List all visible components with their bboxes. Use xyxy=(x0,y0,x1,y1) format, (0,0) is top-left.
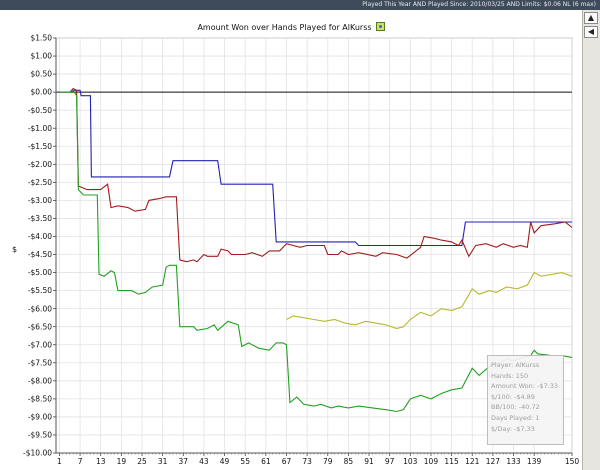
y-tick-label: -$5.00 xyxy=(28,268,52,277)
chart-title: Amount Won over Hands Played for AlKurss xyxy=(0,22,582,32)
series-line-2 xyxy=(59,87,573,263)
filter-bar: Played This Year AND Played Since: 2010/… xyxy=(0,0,600,10)
x-tick-label: 61 xyxy=(261,457,271,466)
x-tick-label: 25 xyxy=(137,457,147,466)
x-tick-label: 19 xyxy=(117,457,127,466)
x-tick-label: 103 xyxy=(403,457,418,466)
y-tick-label: -$6.50 xyxy=(28,322,52,331)
x-tick-label: 13 xyxy=(96,457,106,466)
filter-description: Played This Year AND Played Since: 2010/… xyxy=(362,1,596,8)
series-line-3 xyxy=(59,89,573,413)
stats-panel: Player: AlKurss Hands: 150 Amount Won: -… xyxy=(487,355,564,445)
export-icon[interactable] xyxy=(375,22,385,31)
x-tick-label: 97 xyxy=(385,457,395,466)
y-tick-label: -$10.00 xyxy=(23,449,52,458)
x-tick-label: 150 xyxy=(565,457,580,466)
y-tick-label: -$4.00 xyxy=(28,232,52,241)
arrow-left-icon[interactable]: ◀ xyxy=(584,26,598,38)
y-tick-label: -$8.50 xyxy=(28,394,52,403)
y-tick-label: -$5.50 xyxy=(28,286,52,295)
stat-hands: Hands: 150 xyxy=(491,371,529,380)
y-tick-label: -$8.00 xyxy=(28,376,52,385)
y-tick-label: -$4.50 xyxy=(28,250,52,259)
y-tick-label: -$2.50 xyxy=(28,178,52,187)
stat-per-day: $/Day: -$7.33 xyxy=(491,424,535,433)
y-tick-label: -$1.50 xyxy=(28,142,52,151)
x-tick-label: 85 xyxy=(344,457,354,466)
line-chart: $1.50 $1.00 $0.50 $0.00 -$0.50 -$1.00 -$1.50 -$… xyxy=(12,34,579,466)
arrow-up-icon[interactable]: ▲ xyxy=(584,12,598,24)
y-tick-label: -$7.50 xyxy=(28,358,52,367)
x-tick-label: 67 xyxy=(282,457,292,466)
y-tick-label: -$0.50 xyxy=(28,106,52,115)
series-line-4 xyxy=(286,271,573,330)
x-tick-label: 115 xyxy=(444,457,459,466)
y-tick-label: $0.00 xyxy=(31,88,53,97)
x-tick-label: 79 xyxy=(323,457,333,466)
x-tick-label: 133 xyxy=(506,457,521,466)
y-tick-label: -$2.00 xyxy=(28,160,52,169)
stat-bb-100: BB/100: -40.72 xyxy=(491,403,540,412)
x-tick-label: 73 xyxy=(302,457,312,466)
x-tick-label: 127 xyxy=(486,457,501,466)
x-tick-label: 43 xyxy=(199,457,209,466)
series-lines xyxy=(59,87,573,413)
stat-days-played: Days Played: 1 xyxy=(491,413,540,422)
y-tick-label: -$3.00 xyxy=(28,196,52,205)
y-axis-label: $ xyxy=(12,245,17,254)
x-tick-label: 7 xyxy=(78,457,83,466)
y-tick-label: -$6.00 xyxy=(28,304,52,313)
stat-amount-won: Amount Won: -$7.33 xyxy=(491,382,558,391)
series-line-1 xyxy=(59,89,572,247)
x-tick-label: 37 xyxy=(179,457,189,466)
y-tick-label: -$3.50 xyxy=(28,214,52,223)
x-tick-label: 121 xyxy=(465,457,480,466)
x-tick-label: 109 xyxy=(424,457,439,466)
y-tick-label: -$7.00 xyxy=(28,340,52,349)
y-tick-label: $1.00 xyxy=(31,52,53,61)
chart-title-text: Amount Won over Hands Played for AlKurss xyxy=(197,23,372,32)
x-tick-label: 139 xyxy=(527,457,542,466)
scrollbar[interactable]: ▲ ◀ xyxy=(582,10,600,470)
y-tick-label: -$1.00 xyxy=(28,124,52,133)
y-tick-label: $1.50 xyxy=(31,34,53,43)
axes: $1.50 $1.00 $0.50 $0.00 -$0.50 -$1.00 -$1.50 -$… xyxy=(23,34,579,466)
x-tick-label: 49 xyxy=(220,457,230,466)
y-tick-label: $0.50 xyxy=(31,70,53,79)
x-tick-label: 55 xyxy=(240,457,250,466)
x-tick-label: 91 xyxy=(364,457,374,466)
y-tick-label: -$9.50 xyxy=(28,431,52,440)
stat-per-100: $/100: -$4.89 xyxy=(491,392,535,401)
y-tick-label: -$9.00 xyxy=(28,413,52,422)
x-tick-label: 31 xyxy=(158,457,168,466)
stat-player: Player: AlKurss xyxy=(491,361,540,369)
x-tick-label: 1 xyxy=(57,457,62,466)
